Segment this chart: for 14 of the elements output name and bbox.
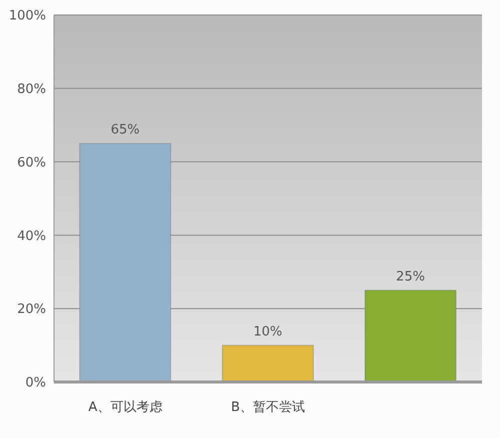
- data-label: 65%: [110, 122, 140, 138]
- data-label: 10%: [253, 324, 282, 340]
- bar: [222, 344, 314, 382]
- y-tick-label: 80%: [17, 82, 46, 98]
- x-tick-label: A、可以考虑: [88, 400, 162, 416]
- y-tick-label: 0%: [25, 376, 46, 391]
- y-tick-label: 100%: [8, 8, 46, 24]
- data-label: 25%: [396, 269, 425, 284]
- y-tick-label: 20%: [17, 302, 46, 318]
- x-tick-label: B、暂不尝试: [231, 400, 305, 416]
- y-tick-label: 60%: [17, 155, 46, 170]
- bar: [79, 142, 172, 382]
- y-tick-label: 40%: [17, 228, 46, 244]
- bar: [364, 290, 457, 382]
